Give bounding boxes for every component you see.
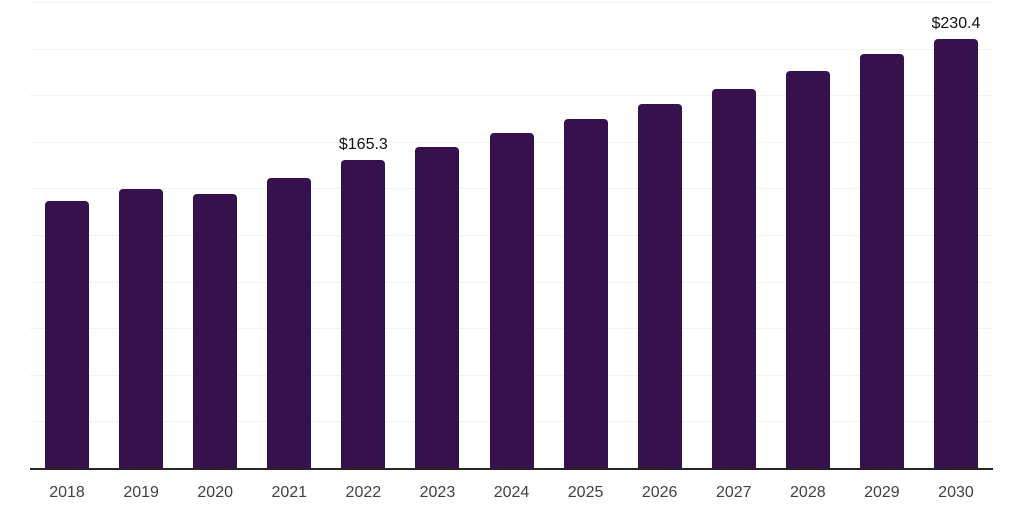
x-tick-2021: 2021 [271,484,308,501]
x-tick-2026: 2026 [641,484,678,501]
bar-slot-2020 [178,2,252,468]
bar-slot-2026 [623,2,697,468]
bar-2024 [489,132,534,468]
bar-slot-2030: $230.4 [919,2,993,468]
x-axis-labels: 2018 2019 2020 2021 2022 2023 2024 2025 2026 2027… [30,483,993,502]
bar-2027 [711,88,756,468]
plot-area: $165.3 $230.4 [30,2,993,470]
data-label-2022: $165.3 [338,135,388,153]
x-tick-2028: 2028 [790,484,826,501]
bar-slot-2029 [845,2,919,468]
bar-slot-2018 [30,2,104,468]
bar-2025 [563,118,608,468]
bar-2030 [933,38,978,468]
x-tick-2030: 2030 [938,484,974,501]
bar-2023 [415,146,460,468]
x-tick-2018: 2018 [49,484,85,501]
x-tick-2029: 2029 [864,484,900,501]
bar-slot-2019 [104,2,178,468]
x-tick-2023: 2023 [419,484,456,501]
x-tick-2024: 2024 [493,484,530,501]
bar-2020 [193,194,238,468]
bar-slot-2027 [697,2,771,468]
gridline [30,2,993,3]
bar-2021 [267,178,312,468]
bar-slot-2021 [252,2,326,468]
bar-2029 [859,53,904,468]
x-tick-2022: 2022 [345,484,382,501]
bar-slot-2022: $165.3 [326,2,400,468]
bar-slot-2024 [474,2,548,468]
x-tick-2020: 2020 [197,484,233,501]
bar-2026 [637,103,682,468]
bar-slot-2023 [400,2,474,468]
bar-slot-2028 [771,2,845,468]
bar-2018 [45,200,90,468]
x-tick-2027: 2027 [715,484,752,501]
bars-container: $165.3 $230.4 [30,2,993,468]
bar-2019 [119,188,164,468]
x-tick-2019: 2019 [123,484,159,501]
gridline [30,48,993,50]
bar-slot-2025 [549,2,623,468]
data-label-2030: $230.4 [931,14,981,32]
x-tick-2025: 2025 [567,484,604,501]
bar-2028 [785,71,830,468]
bar-2022 [341,159,386,468]
gridline [30,95,993,97]
